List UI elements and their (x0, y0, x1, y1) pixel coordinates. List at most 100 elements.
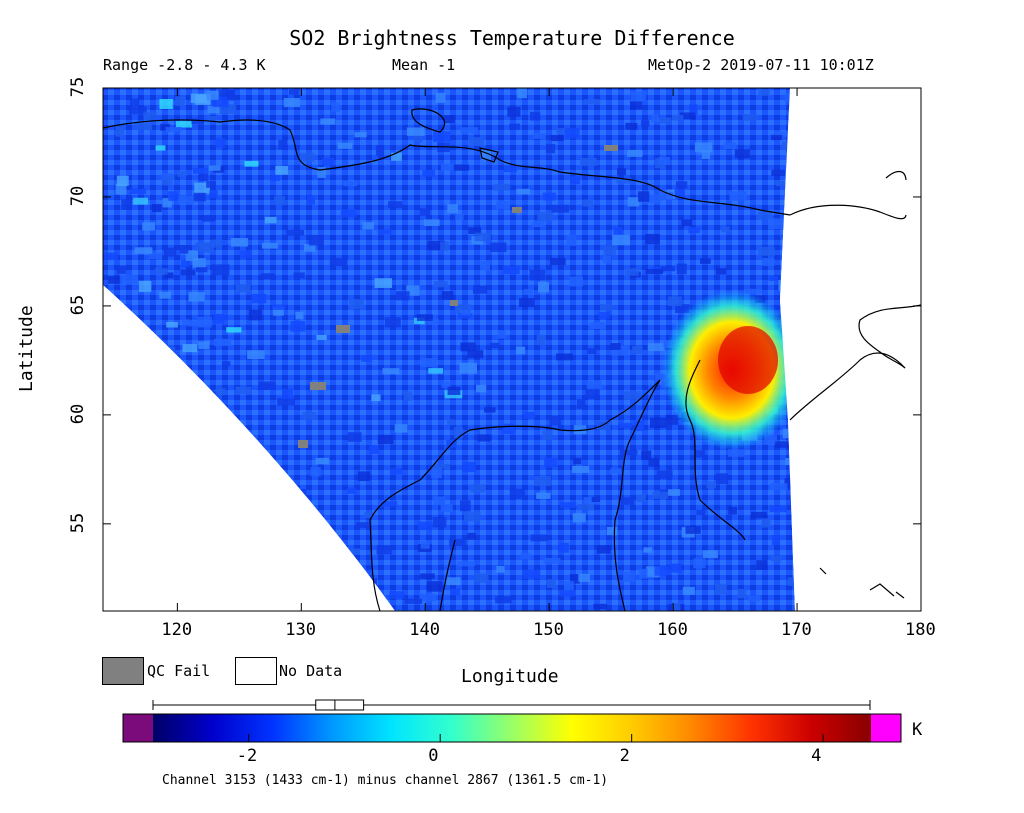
swath-pixel (283, 97, 301, 108)
swath-pixel (667, 489, 680, 496)
swath-pixel (625, 122, 638, 130)
swath-pixel (600, 303, 612, 311)
swath-pixel (537, 211, 554, 221)
swath-pixel (222, 361, 231, 367)
swath-pixel (652, 491, 668, 499)
swath-pixel (382, 368, 400, 375)
swath-pixel (769, 505, 787, 513)
swath-pixel (566, 234, 577, 246)
swath-pixel (273, 196, 286, 206)
swath-pixel (317, 166, 326, 178)
swath-pixel (606, 526, 618, 536)
swath-pixel (757, 246, 775, 256)
swath-pixel (115, 183, 127, 195)
swath-pixel (583, 99, 601, 105)
swath-pixel (219, 104, 237, 114)
swath-pixel (724, 142, 737, 150)
swath-pixel (119, 274, 138, 285)
swath-pixel (369, 445, 380, 455)
swath-pixel (357, 471, 371, 482)
swath-pixel (275, 165, 289, 175)
swath-pixel (406, 285, 420, 296)
swath-pixel (210, 239, 223, 248)
swath-pixel (620, 449, 638, 456)
swath-pixel (286, 229, 305, 236)
swath-pixel (764, 434, 778, 445)
swath-pixel (748, 595, 761, 602)
swath-pixel (455, 214, 464, 220)
swath-pixel (534, 475, 552, 486)
swath-pixel (549, 415, 561, 426)
swath-pixel (186, 320, 204, 327)
swath-pixel (449, 538, 466, 546)
swath-pixel (460, 127, 479, 134)
boxplot-box (315, 699, 365, 711)
swath-pixel (762, 257, 775, 266)
swath-pixel (570, 574, 580, 584)
so2-plume-core (718, 326, 778, 394)
swath-pixel (530, 534, 548, 542)
swath-pixel (569, 276, 584, 287)
swath-pixel (696, 509, 706, 516)
swath-pixel (364, 511, 373, 519)
swath-pixel (347, 432, 362, 442)
swath-pixel (374, 278, 393, 288)
swath-pixel (460, 342, 476, 352)
swath-pixel (375, 145, 385, 156)
swath-pixel (138, 280, 152, 292)
swath-pixel (450, 588, 461, 596)
swath-pixel (480, 260, 491, 271)
swath-pixel (239, 250, 252, 259)
swath-pixel (496, 565, 505, 573)
y-tick-label: 55 (68, 512, 89, 534)
swath-pixel (460, 309, 471, 316)
swath-pixel (159, 291, 171, 299)
swath-pixel (757, 211, 772, 220)
swath-pixel (560, 502, 577, 509)
swath-pixel (516, 188, 530, 195)
swath-pixel (272, 304, 286, 311)
swath-pixel (226, 89, 235, 99)
swath-pixel (637, 191, 650, 202)
swath-pixel (164, 272, 174, 279)
colorbar-tick-label: -2 (236, 746, 258, 766)
swath-pixel (206, 90, 219, 100)
swath-pixel (586, 380, 602, 391)
swath-pixel (376, 545, 392, 555)
swath-pixel (643, 194, 662, 204)
swath-pixel (630, 91, 647, 102)
x-tick-label: 150 (533, 620, 564, 640)
swath-pixel (630, 101, 643, 110)
swath-pixel (529, 269, 546, 281)
swath-pixel (420, 358, 438, 368)
swath-pixel (159, 98, 173, 109)
y-axis-label: Latitude (16, 305, 37, 392)
swath-pixel (623, 571, 636, 582)
plot-frame (102, 87, 922, 612)
swath-pixel (362, 222, 374, 230)
swath-pixel (761, 518, 771, 528)
colorbar-caption: Channel 3153 (1433 cm-1) minus channel 2… (162, 773, 609, 788)
swath-pixel (477, 434, 491, 442)
swath-pixel (493, 183, 511, 191)
swath-pixel (162, 198, 172, 208)
swath-pixel (573, 425, 587, 435)
swath-pixel (647, 343, 665, 352)
swath-pixel (213, 338, 232, 347)
colorbar-ticks (248, 734, 824, 742)
swath-pixel (737, 588, 747, 599)
swath-pixel (577, 503, 594, 511)
swath-pixel (207, 105, 221, 114)
swath-pixel (618, 422, 633, 429)
swath-pixel (188, 292, 205, 302)
swath-pixel (215, 388, 226, 396)
swath-pixel (454, 427, 464, 439)
swath-pixel (693, 558, 706, 569)
swath-pixel (413, 135, 423, 143)
swath-pixel (674, 189, 686, 198)
swath-pixel (440, 504, 453, 512)
swath-pixel (181, 319, 190, 325)
swath-pixel (591, 496, 601, 503)
swath-pixel (440, 241, 449, 251)
